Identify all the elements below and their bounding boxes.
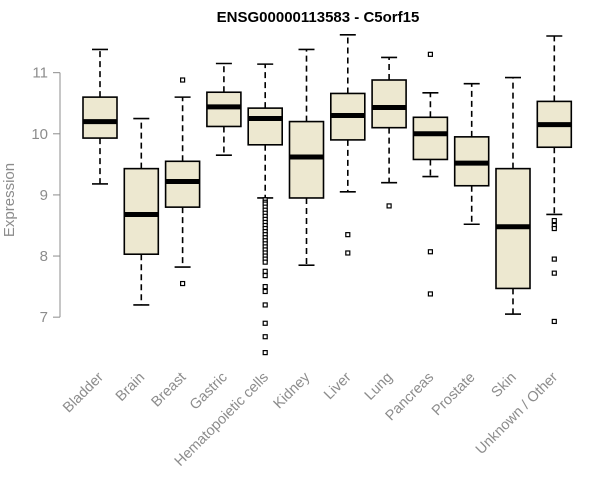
x-tick-label: Bladder [60, 369, 107, 416]
outlier-point [551, 225, 557, 232]
y-axis-label: Expression [1, 163, 18, 237]
y-tick-label: 11 [32, 65, 48, 82]
box-pancreas [412, 51, 449, 297]
y-tick-label: 8 [40, 248, 48, 265]
iqr-box [164, 160, 201, 208]
outlier-point [262, 350, 268, 356]
outlier-point [262, 259, 268, 265]
box-bladder [82, 48, 118, 185]
outlier-point [262, 320, 268, 326]
x-tick-label: Liver [321, 369, 355, 403]
y-axis: 7 8 9 10 11 [31, 65, 61, 326]
iqr-box [288, 120, 325, 199]
outlier-point [262, 334, 268, 340]
box-lung [371, 56, 407, 209]
box-kidney [288, 48, 325, 267]
box-unknown-other [536, 35, 573, 325]
outlier-point [551, 256, 557, 262]
y-tick-label: 10 [31, 126, 48, 143]
x-tick-label: Skin [489, 370, 520, 401]
box-skin [495, 76, 531, 315]
box-breast [164, 77, 201, 287]
y-tick-label: 9 [40, 187, 48, 204]
outlier-point [427, 51, 433, 57]
outlier-point [427, 291, 433, 297]
iqr-box [247, 107, 283, 146]
outlier-point [427, 249, 433, 255]
iqr-box [123, 167, 160, 256]
iqr-box [412, 116, 449, 161]
iqr-box [82, 96, 118, 139]
outlier-point [345, 250, 351, 256]
x-tick-label: Brain [113, 370, 148, 405]
x-tick-label: Prostate [429, 370, 478, 419]
outlier-point [551, 217, 557, 224]
outlier-point [386, 203, 392, 209]
outlier-point [262, 302, 268, 308]
outlier-point [180, 280, 186, 287]
box-hematopoietic-cells [247, 63, 283, 356]
x-tick-label: Breast [148, 370, 189, 411]
outlier-point [262, 288, 268, 295]
x-tick-label: Kidney [271, 369, 314, 412]
chart-title: ENSG00000113583 - C5orf15 [217, 9, 420, 26]
outlier-point [262, 283, 268, 290]
box-brain [123, 117, 160, 306]
box-prostate [453, 82, 490, 226]
box-gastric [206, 62, 242, 156]
outlier-point [262, 268, 268, 274]
x-tick-label: Lung [362, 370, 396, 404]
iqr-box [371, 79, 407, 129]
outlier-point [551, 318, 557, 325]
y-tick-label: 7 [40, 309, 48, 326]
outlier-point [262, 272, 268, 279]
boxes-group [82, 33, 573, 356]
box-liver [329, 33, 366, 256]
outlier-point [180, 77, 186, 83]
outlier-point [345, 232, 351, 238]
outlier-point [551, 270, 557, 276]
